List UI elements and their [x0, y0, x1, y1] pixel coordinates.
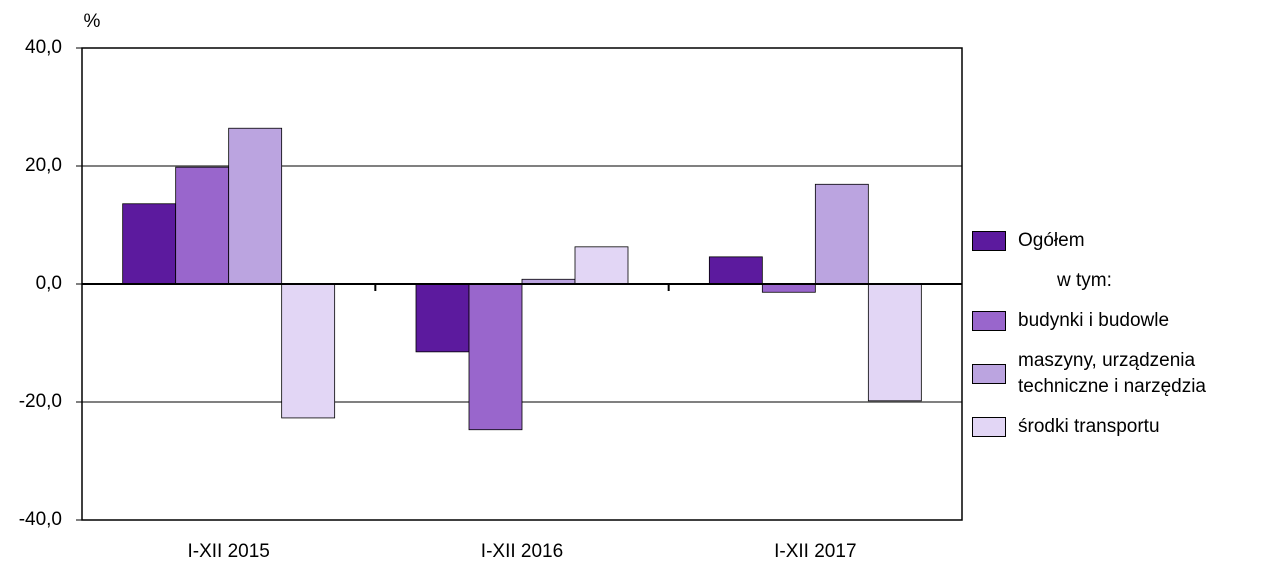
bar: [415, 283, 470, 353]
legend-label: Ogółem: [1018, 230, 1085, 251]
legend-entry: maszyny, urządzenia techniczne i narzędz…: [972, 348, 1268, 400]
legend-swatch: [972, 311, 1006, 331]
legend-label: środki transportu: [1018, 416, 1160, 437]
bar: [867, 283, 922, 402]
plot-border: [81, 47, 963, 521]
legend-swatch: [972, 231, 1006, 251]
y-tick-label: -40,0: [19, 509, 62, 530]
bar: [814, 183, 869, 285]
legend-swatch: [972, 417, 1006, 437]
legend-swatch: [972, 364, 1006, 384]
legend-label: budynki i budowle: [1018, 310, 1170, 331]
bar: [761, 283, 816, 293]
legend: Ogółem w tym: budynki i budowle maszyny, ur…: [972, 228, 1268, 454]
bar: [468, 283, 523, 431]
y-tick-label: 0,0: [36, 273, 62, 294]
legend-entry: Ogółem: [972, 228, 1268, 254]
y-axis-label: %: [84, 11, 101, 32]
bar: [281, 283, 336, 419]
bar: [574, 246, 629, 285]
legend-subheading: w tym:: [1057, 270, 1112, 291]
bar: [175, 166, 230, 285]
legend-entry: budynki i budowle: [972, 308, 1268, 334]
x-tick-label: I-XII 2015: [187, 541, 269, 562]
y-tick-label: 40,0: [25, 37, 62, 58]
bar: [708, 256, 763, 285]
legend-entry: środki transportu: [972, 414, 1268, 440]
y-tick-label: 20,0: [25, 155, 62, 176]
y-tick-label: -20,0: [19, 391, 62, 412]
x-tick-label: I-XII 2017: [774, 541, 856, 562]
x-tick-label: I-XII 2016: [481, 541, 563, 562]
legend-label: maszyny, urządzenia techniczne i narzędz…: [1018, 350, 1206, 397]
bar: [122, 203, 177, 285]
bar: [228, 127, 283, 285]
